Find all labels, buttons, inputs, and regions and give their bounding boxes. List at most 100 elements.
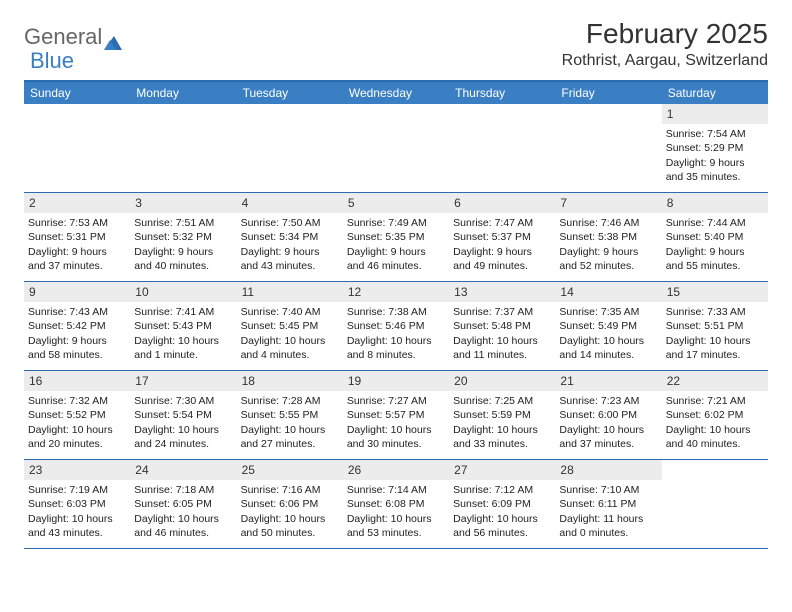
daylight-text: Daylight: 10 hours and 14 minutes. [559,334,657,362]
sunrise-text: Sunrise: 7:53 AM [28,216,126,230]
sunset-text: Sunset: 6:11 PM [559,497,657,511]
day-number: 10 [130,282,236,302]
day-cell: 4Sunrise: 7:50 AMSunset: 5:34 PMDaylight… [237,193,343,281]
day-cell: 2Sunrise: 7:53 AMSunset: 5:31 PMDaylight… [24,193,130,281]
sunset-text: Sunset: 6:09 PM [453,497,551,511]
logo-text-general: General [24,24,102,50]
sunset-text: Sunset: 6:08 PM [347,497,445,511]
sunrise-text: Sunrise: 7:27 AM [347,394,445,408]
daylight-text: Daylight: 9 hours and 43 minutes. [241,245,339,273]
day-cell [662,460,768,548]
day-cell: 1Sunrise: 7:54 AMSunset: 5:29 PMDaylight… [662,104,768,192]
week-row: 2Sunrise: 7:53 AMSunset: 5:31 PMDaylight… [24,193,768,282]
day-cell: 23Sunrise: 7:19 AMSunset: 6:03 PMDayligh… [24,460,130,548]
day-header-row: Sunday Monday Tuesday Wednesday Thursday… [24,82,768,104]
day-number: 15 [662,282,768,302]
week-row: 16Sunrise: 7:32 AMSunset: 5:52 PMDayligh… [24,371,768,460]
sunset-text: Sunset: 6:03 PM [28,497,126,511]
sunrise-text: Sunrise: 7:50 AM [241,216,339,230]
day-cell: 5Sunrise: 7:49 AMSunset: 5:35 PMDaylight… [343,193,449,281]
sunset-text: Sunset: 6:05 PM [134,497,232,511]
sunset-text: Sunset: 5:54 PM [134,408,232,422]
daylight-text: Daylight: 9 hours and 52 minutes. [559,245,657,273]
day-number: 21 [555,371,661,391]
daylight-text: Daylight: 10 hours and 53 minutes. [347,512,445,540]
day-cell: 10Sunrise: 7:41 AMSunset: 5:43 PMDayligh… [130,282,236,370]
sunrise-text: Sunrise: 7:25 AM [453,394,551,408]
day-number: 19 [343,371,449,391]
page-subtitle: Rothrist, Aargau, Switzerland [562,52,768,70]
day-number: 27 [449,460,555,480]
day-cell [130,104,236,192]
sunrise-text: Sunrise: 7:21 AM [666,394,764,408]
day-number: 2 [24,193,130,213]
sunset-text: Sunset: 5:46 PM [347,319,445,333]
sunrise-text: Sunrise: 7:54 AM [666,127,764,141]
sunset-text: Sunset: 5:55 PM [241,408,339,422]
sunset-text: Sunset: 5:49 PM [559,319,657,333]
day-cell: 12Sunrise: 7:38 AMSunset: 5:46 PMDayligh… [343,282,449,370]
sunrise-text: Sunrise: 7:28 AM [241,394,339,408]
day-number: 26 [343,460,449,480]
day-cell: 25Sunrise: 7:16 AMSunset: 6:06 PMDayligh… [237,460,343,548]
daylight-text: Daylight: 9 hours and 35 minutes. [666,156,764,184]
daylight-text: Daylight: 10 hours and 20 minutes. [28,423,126,451]
day-cell: 28Sunrise: 7:10 AMSunset: 6:11 PMDayligh… [555,460,661,548]
daylight-text: Daylight: 10 hours and 4 minutes. [241,334,339,362]
sunrise-text: Sunrise: 7:30 AM [134,394,232,408]
sunset-text: Sunset: 5:40 PM [666,230,764,244]
day-cell [343,104,449,192]
day-cell: 21Sunrise: 7:23 AMSunset: 6:00 PMDayligh… [555,371,661,459]
daylight-text: Daylight: 10 hours and 40 minutes. [666,423,764,451]
sunset-text: Sunset: 5:42 PM [28,319,126,333]
day-number: 11 [237,282,343,302]
sunrise-text: Sunrise: 7:37 AM [453,305,551,319]
sunrise-text: Sunrise: 7:16 AM [241,483,339,497]
day-number: 12 [343,282,449,302]
sunset-text: Sunset: 5:32 PM [134,230,232,244]
sunrise-text: Sunrise: 7:43 AM [28,305,126,319]
day-cell: 20Sunrise: 7:25 AMSunset: 5:59 PMDayligh… [449,371,555,459]
daylight-text: Daylight: 9 hours and 58 minutes. [28,334,126,362]
daylight-text: Daylight: 10 hours and 43 minutes. [28,512,126,540]
sunrise-text: Sunrise: 7:12 AM [453,483,551,497]
day-number: 1 [662,104,768,124]
sunrise-text: Sunrise: 7:14 AM [347,483,445,497]
day-number: 3 [130,193,236,213]
daylight-text: Daylight: 10 hours and 33 minutes. [453,423,551,451]
day-cell: 16 Sunrise: 7:32 AMSunset: 5:52 PMDayligh… [24,371,130,459]
sunset-text: Sunset: 5:57 PM [347,408,445,422]
day-number: 24 [130,460,236,480]
day-header: Sunday [24,82,130,104]
day-header: Tuesday [237,82,343,104]
calendar: Sunday Monday Tuesday Wednesday Thursday… [24,80,768,549]
daylight-text: Daylight: 9 hours and 46 minutes. [347,245,445,273]
sunrise-text: Sunrise: 7:35 AM [559,305,657,319]
day-cell: 9Sunrise: 7:43 AMSunset: 5:42 PMDaylight… [24,282,130,370]
day-number: 16 [24,371,130,391]
day-number: 22 [662,371,768,391]
sunrise-text: Sunrise: 7:46 AM [559,216,657,230]
sunrise-text: Sunrise: 7:32 AM [28,394,126,408]
day-cell: 15Sunrise: 7:33 AMSunset: 5:51 PMDayligh… [662,282,768,370]
sunset-text: Sunset: 5:38 PM [559,230,657,244]
day-number: 4 [237,193,343,213]
daylight-text: Daylight: 9 hours and 37 minutes. [28,245,126,273]
week-row: 9Sunrise: 7:43 AMSunset: 5:42 PMDaylight… [24,282,768,371]
sunset-text: Sunset: 5:59 PM [453,408,551,422]
day-cell: 26 Sunrise: 7:14 AMSunset: 6:08 PMDayligh… [343,460,449,548]
day-cell [237,104,343,192]
day-cell [449,104,555,192]
day-number: 6 [449,193,555,213]
day-cell: 24 Sunrise: 7:18 AMSunset: 6:05 PMDayligh… [130,460,236,548]
daylight-text: Daylight: 10 hours and 46 minutes. [134,512,232,540]
week-row: 23Sunrise: 7:19 AMSunset: 6:03 PMDayligh… [24,460,768,549]
sunrise-text: Sunrise: 7:40 AM [241,305,339,319]
day-cell: 7Sunrise: 7:46 AMSunset: 5:38 PMDaylight… [555,193,661,281]
daylight-text: Daylight: 9 hours and 49 minutes. [453,245,551,273]
sunset-text: Sunset: 5:52 PM [28,408,126,422]
sunrise-text: Sunrise: 7:18 AM [134,483,232,497]
day-cell [24,104,130,192]
daylight-text: Daylight: 10 hours and 37 minutes. [559,423,657,451]
daylight-text: Daylight: 10 hours and 56 minutes. [453,512,551,540]
